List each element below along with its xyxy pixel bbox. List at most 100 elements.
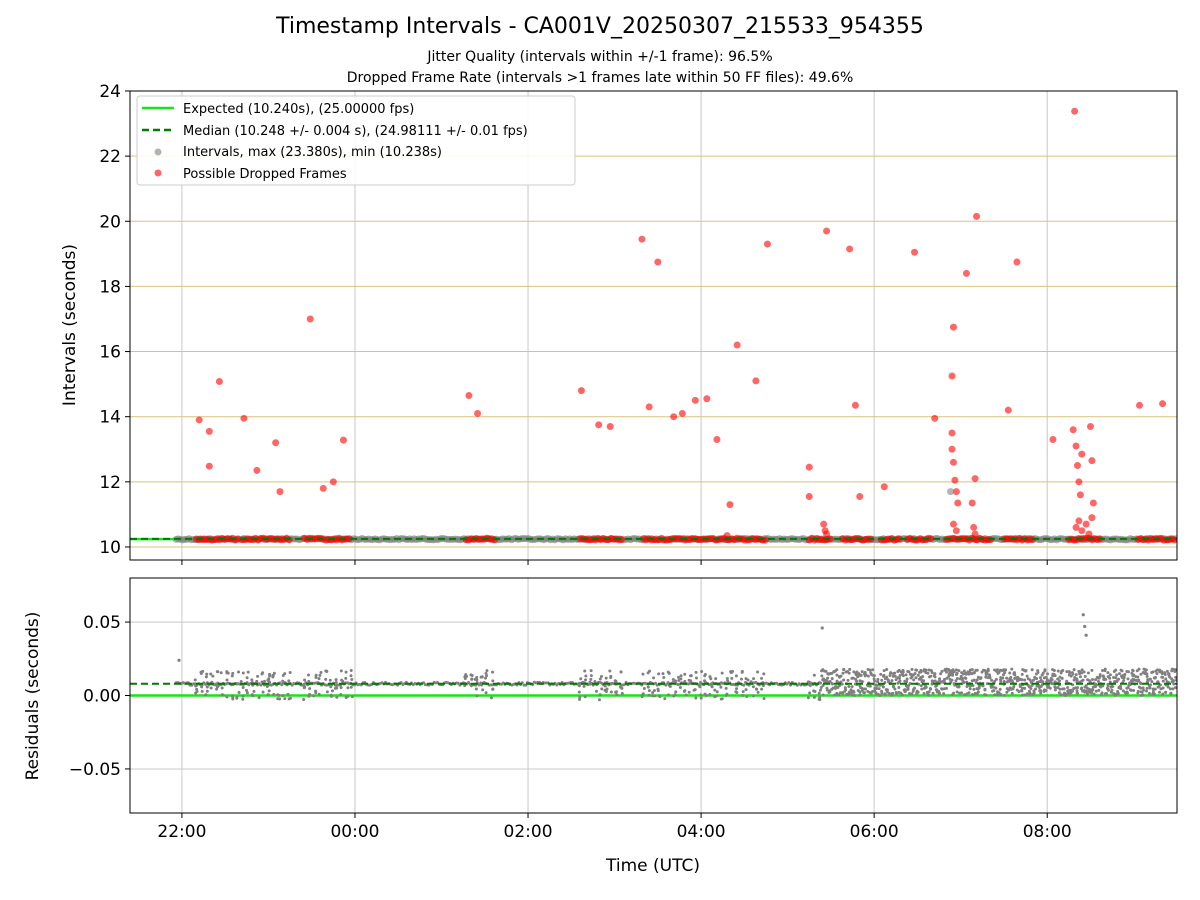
residual-point [1165,669,1169,673]
residual-point [708,692,712,696]
residual-point [864,687,868,691]
residual-point [703,679,707,683]
residual-point [848,667,852,671]
residual-point [662,676,666,680]
residual-point [653,694,657,698]
residual-point [1153,687,1157,691]
residual-point [891,684,895,688]
residual-point [1053,688,1057,692]
dropped-frame-point [465,392,473,400]
residual-point [897,676,901,680]
residual-point [900,693,904,697]
dropped-frame-point [880,483,888,491]
residual-point [863,674,867,678]
residual-point [335,695,339,699]
residual-point [489,696,493,700]
residual-point [897,685,901,689]
residual-point [964,676,968,680]
residual-point [1139,682,1143,686]
residual-point [893,671,897,675]
residual-point [885,688,889,692]
residual-point [974,681,978,685]
dropped-frame-point [856,492,864,500]
residual-point [808,691,812,695]
residual-point [579,677,583,681]
residual-outlier-point [1083,624,1087,629]
residual-point [1174,675,1177,679]
x-tick-label: 02:00 [504,822,553,842]
residual-point [1083,685,1087,689]
residual-point [1127,670,1131,674]
residual-point [1025,692,1029,696]
residual-point [475,694,479,698]
residual-point [994,677,998,681]
residual-point [1072,678,1076,682]
dropped-frame-point [691,396,699,404]
dropped-frame-point [1071,107,1079,115]
residual-point [818,688,822,692]
residual-point [1122,676,1126,680]
residual-point [709,677,713,681]
residual-point [241,694,245,698]
residual-point [741,690,745,694]
residual-point [955,671,959,675]
residual-point [1139,672,1143,676]
residual-point [235,682,239,686]
residual-point [1104,692,1108,696]
residual-point [1007,688,1011,692]
residual-point [756,690,760,694]
residual-point [961,672,965,676]
residual-point [317,692,321,696]
residual-point [1123,672,1127,676]
interval-point [947,488,955,496]
residual-point [951,673,955,677]
residual-point [730,676,734,680]
dropped-frame-point [948,372,956,380]
residual-point [1110,688,1114,692]
residual-point [1125,690,1129,694]
residual-point [1066,686,1070,690]
dropped-frame-point [973,212,981,220]
residual-point [1013,673,1017,677]
residual-point [1094,678,1098,682]
residual-point [668,685,672,689]
residual-point [926,671,930,675]
dropped-frame-point [1069,426,1077,434]
residual-point [1009,675,1013,679]
dropped-frame-point [805,463,813,471]
residual-point [932,674,936,678]
residual-point [703,673,707,677]
residual-point [1130,671,1134,675]
residual-point [885,667,889,671]
residual-point [651,691,655,695]
residual-point [674,679,678,683]
residual-point [915,691,919,695]
residual-point [314,689,318,693]
residual-point [761,684,765,688]
residual-point [647,693,651,697]
dropped-frame-point [1072,442,1080,450]
residual-point [1074,673,1078,677]
residual-point [194,684,198,688]
residual-point [1005,690,1009,694]
residual-point [1001,676,1005,680]
residual-point [975,668,979,672]
residual-point [1002,679,1006,683]
dropped-frame-point [823,227,831,235]
residual-point [678,686,682,690]
residual-point [745,695,749,699]
residual-point [1038,676,1042,680]
residual-point [244,688,248,692]
residual-point [220,686,224,690]
dropped-frame-point [948,429,956,437]
residual-point [922,679,926,683]
residual-point [598,693,602,697]
residual-point [620,691,624,695]
residual-point [715,690,719,694]
residual-point [287,697,291,701]
residual-point [684,693,688,697]
residual-point [844,688,848,692]
residual-point [893,687,897,691]
residual-point [1147,691,1151,695]
dropped-frame-point [971,475,979,483]
